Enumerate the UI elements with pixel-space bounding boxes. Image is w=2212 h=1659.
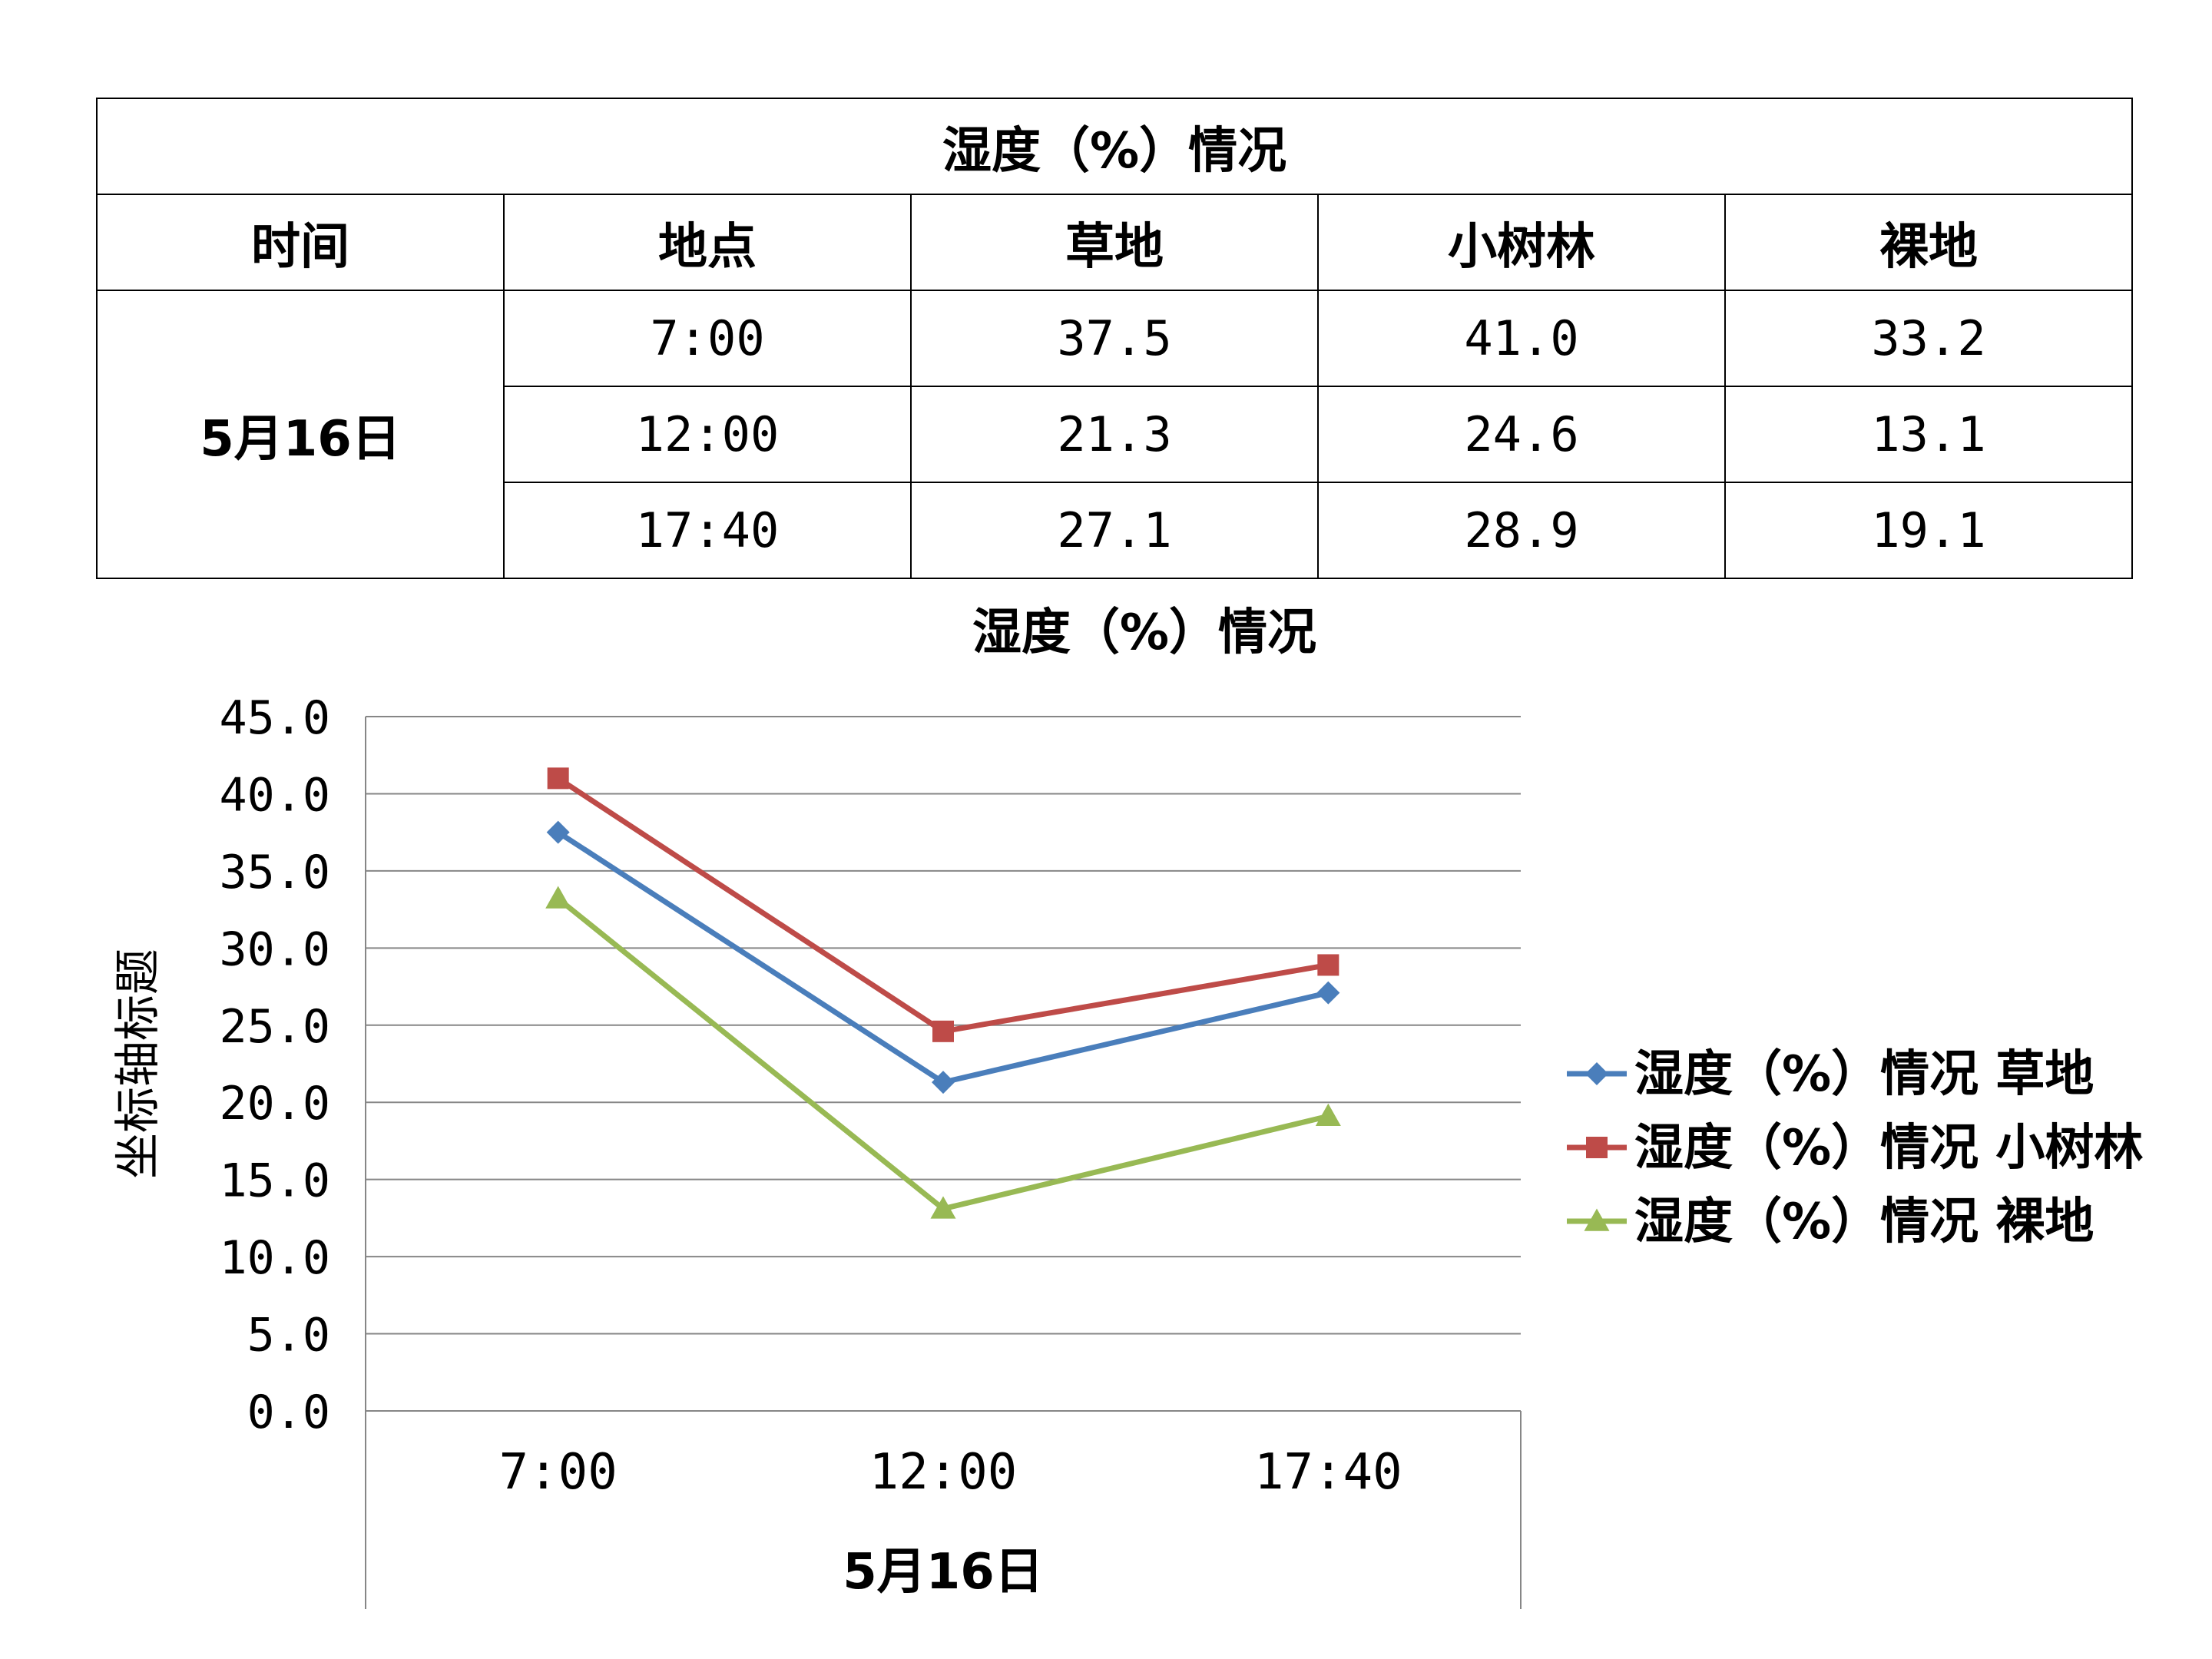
data-point: [932, 1071, 955, 1094]
y-tick-label: 20.0: [220, 1077, 331, 1131]
table-row: 12:00 21.3 24.6 13.1: [97, 386, 2134, 483]
value-cell: 19.1: [1724, 482, 2134, 579]
data-point: [1586, 1137, 1608, 1158]
data-point: [1315, 1103, 1341, 1127]
x-tick-label: 7:00: [499, 1444, 618, 1501]
value-cell: 41.0: [1317, 290, 1726, 387]
header-cell-grove: 小树林: [1317, 194, 1726, 291]
y-tick-label: 0.0: [247, 1386, 330, 1439]
series-line: [556, 896, 1330, 1212]
y-tick-labels: 0.0 5.0 10.0 15.0 20.0 25.0 30.0 35.0 40.0 45.0: [220, 691, 331, 1439]
x-tick-label: 12:00: [869, 1444, 1018, 1501]
time-cell: 17:40: [503, 482, 912, 579]
header-cell-location: 地点: [503, 194, 912, 291]
data-point: [930, 1196, 956, 1219]
series-line: [556, 830, 1330, 1085]
value-cell: 24.6: [1317, 386, 1726, 483]
axes: [365, 717, 1522, 1609]
header-cell-grass: 草地: [910, 194, 1319, 291]
y-tick-label: 15.0: [220, 1154, 331, 1208]
legend-label: 湿度（%）情况 草地: [1634, 1046, 2094, 1103]
data-point: [547, 767, 569, 790]
data-point: [932, 1020, 954, 1042]
value-cell: 27.1: [910, 482, 1319, 579]
chart-title: 湿度（%）情况: [972, 604, 1316, 661]
table-title: 湿度（%）情况: [95, 98, 2134, 195]
y-tick-label: 45.0: [220, 691, 331, 745]
y-tick-label: 5.0: [247, 1309, 330, 1363]
series-group: [545, 767, 1341, 1219]
value-cell: 28.9: [1317, 482, 1726, 579]
grid-lines: [366, 716, 1521, 1412]
humidity-table: 湿度（%）情况 时间 地点 草地 小树林 裸地 5月16日 7:00 37.5 …: [95, 98, 2134, 579]
table-row: 5月16日 7:00 37.5 41.0 33.2: [96, 290, 2134, 579]
y-axis-title: 坐标轴标题: [111, 949, 165, 1179]
legend-label: 湿度（%）情况 小树林: [1634, 1120, 2143, 1177]
data-point: [546, 820, 570, 844]
humidity-line-chart: 湿度（%）情况 0.0 5.0 10.0 15.0 20.0 25.0 30.0 35.0 40…: [111, 604, 2143, 1609]
value-cell: 33.2: [1724, 290, 2134, 387]
header-cell-time: 时间: [96, 194, 505, 291]
data-point: [1317, 954, 1339, 976]
data-point: [1584, 1208, 1610, 1231]
legend-label: 湿度（%）情况 裸地: [1634, 1194, 2094, 1250]
y-tick-label: 25.0: [220, 1000, 331, 1054]
x-tick-label: 17:40: [1254, 1444, 1402, 1501]
table-title-row: 湿度（%）情况: [95, 98, 2134, 195]
data-point: [1585, 1062, 1608, 1085]
data-point: [545, 886, 571, 909]
x-group-label: 5月16日: [843, 1544, 1044, 1601]
x-tick-labels: 7:00 12:00 17:40: [499, 1444, 1402, 1501]
time-cell: 7:00: [503, 290, 912, 387]
y-tick-label: 30.0: [220, 922, 331, 976]
y-tick-label: 40.0: [220, 768, 331, 822]
date-cell: 5月16日: [96, 290, 505, 579]
y-tick-label: 10.0: [220, 1231, 331, 1285]
table-header-row: 时间 地点 草地 小树林 裸地: [96, 194, 2134, 291]
y-tick-label: 35.0: [220, 846, 331, 899]
data-point: [1316, 981, 1340, 1005]
value-cell: 37.5: [910, 290, 1319, 387]
table-row: 17:40 27.1 28.9 19.1: [97, 482, 2134, 579]
time-cell: 12:00: [503, 386, 912, 483]
value-cell: 21.3: [910, 386, 1319, 483]
header-cell-bare: 裸地: [1724, 194, 2134, 291]
value-cell: 13.1: [1724, 386, 2134, 483]
